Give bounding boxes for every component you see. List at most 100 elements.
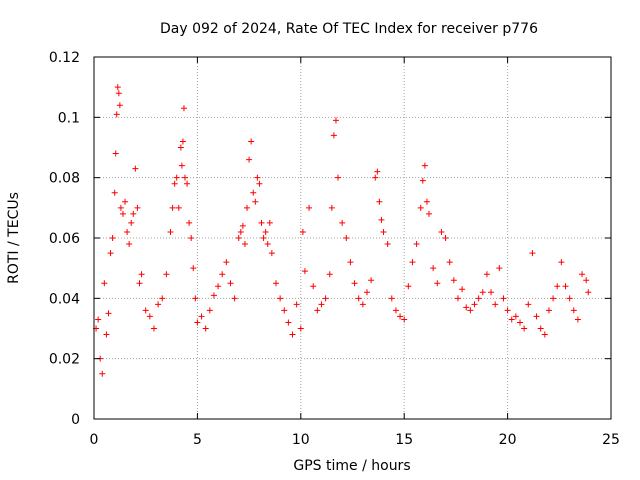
data-point	[103, 331, 110, 338]
data-point	[508, 316, 515, 323]
data-points	[93, 84, 592, 377]
data-point	[583, 277, 590, 284]
data-point	[241, 241, 248, 248]
data-point	[488, 289, 495, 296]
data-point	[124, 228, 131, 235]
data-point	[169, 204, 176, 211]
data-point	[423, 198, 430, 205]
data-point	[438, 228, 445, 235]
data-point	[206, 307, 213, 314]
data-point	[99, 370, 106, 377]
data-point	[299, 228, 306, 235]
data-point	[343, 235, 350, 241]
y-tick-label: 0.12	[49, 50, 80, 66]
data-point	[378, 216, 385, 223]
data-point	[254, 174, 261, 181]
data-point	[219, 271, 226, 278]
data-point	[223, 259, 230, 266]
data-point	[107, 250, 114, 257]
data-point	[330, 132, 337, 139]
data-point	[260, 235, 267, 241]
data-point	[380, 228, 387, 235]
data-point	[173, 174, 180, 181]
axis-ticks	[93, 56, 612, 420]
data-point	[525, 301, 532, 308]
data-point	[533, 313, 540, 320]
data-point	[179, 138, 186, 145]
data-point	[550, 295, 557, 302]
data-point	[388, 295, 395, 302]
data-point	[293, 301, 300, 308]
data-point	[421, 162, 428, 169]
data-point	[545, 307, 552, 314]
data-point	[401, 316, 408, 323]
data-point	[115, 90, 122, 97]
data-point	[372, 174, 379, 181]
data-point	[268, 250, 275, 257]
data-point	[250, 189, 257, 196]
data-point	[109, 235, 116, 241]
data-point	[363, 289, 370, 296]
data-point	[258, 219, 265, 226]
data-point	[262, 228, 269, 235]
data-point	[376, 198, 383, 205]
data-point	[566, 295, 573, 302]
data-point	[504, 307, 511, 314]
data-point	[188, 235, 195, 241]
data-point	[180, 105, 187, 112]
data-point	[277, 295, 284, 302]
data-point	[116, 102, 123, 109]
data-point	[471, 301, 478, 308]
data-point	[434, 280, 441, 287]
data-point	[112, 150, 119, 157]
y-tick-label: 0	[71, 412, 80, 428]
data-point	[142, 307, 149, 314]
data-point	[178, 162, 185, 169]
data-point	[171, 180, 178, 187]
data-point	[384, 241, 391, 248]
data-point	[281, 307, 288, 314]
data-point	[128, 219, 135, 226]
data-point	[558, 259, 565, 266]
data-point	[264, 241, 271, 248]
data-point	[359, 301, 366, 308]
data-point	[512, 313, 519, 320]
data-point	[409, 259, 416, 266]
grid-lines	[94, 57, 611, 419]
data-point	[117, 204, 124, 211]
data-point	[328, 204, 335, 211]
data-point	[413, 241, 420, 248]
data-point	[192, 295, 199, 302]
data-point	[574, 316, 581, 323]
data-point	[368, 277, 375, 284]
data-point	[231, 295, 238, 302]
data-point	[450, 277, 457, 284]
data-point	[239, 222, 246, 229]
data-point	[306, 204, 313, 211]
data-point	[301, 268, 308, 275]
data-point	[419, 177, 426, 184]
data-point	[111, 189, 118, 196]
data-point	[210, 292, 217, 299]
data-point	[237, 228, 244, 235]
data-point	[227, 280, 234, 287]
data-point	[397, 313, 404, 320]
data-point	[186, 219, 193, 226]
data-point	[417, 204, 424, 211]
x-tick-label: 10	[292, 432, 310, 448]
data-point	[521, 325, 528, 332]
data-point	[146, 313, 153, 320]
x-tick-label: 20	[499, 432, 517, 448]
data-point	[585, 289, 592, 296]
data-point	[517, 319, 524, 326]
data-point	[351, 280, 358, 287]
y-tick-label: 0.02	[49, 352, 80, 368]
data-point	[215, 283, 222, 290]
data-point	[483, 271, 490, 278]
data-point	[175, 204, 182, 211]
data-point	[492, 301, 499, 308]
data-point	[272, 280, 279, 287]
data-point	[541, 331, 548, 338]
data-point	[181, 174, 188, 181]
